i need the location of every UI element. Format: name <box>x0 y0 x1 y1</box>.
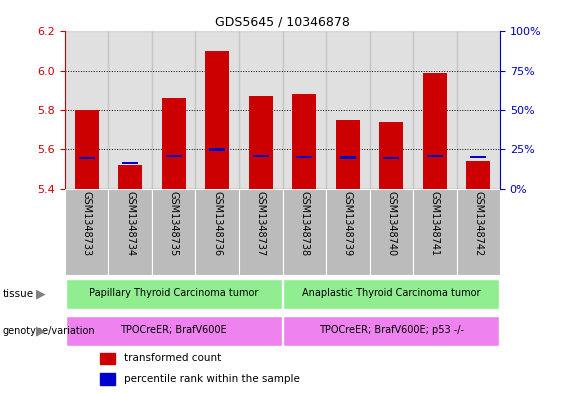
Text: ▶: ▶ <box>36 287 46 300</box>
Bar <box>282 31 326 189</box>
Bar <box>466 161 490 189</box>
Text: percentile rank within the sample: percentile rank within the sample <box>124 374 299 384</box>
Bar <box>384 157 399 160</box>
Bar <box>152 189 195 275</box>
Bar <box>457 189 500 275</box>
Bar <box>162 98 186 189</box>
Text: tissue: tissue <box>3 289 34 299</box>
Bar <box>239 189 282 275</box>
Bar <box>66 279 281 309</box>
Text: GSM1348734: GSM1348734 <box>125 191 135 256</box>
Text: GSM1348736: GSM1348736 <box>212 191 222 256</box>
Text: GSM1348737: GSM1348737 <box>256 191 266 257</box>
Bar <box>239 31 282 189</box>
Bar <box>326 189 370 275</box>
Bar <box>249 96 273 189</box>
Bar <box>123 162 138 164</box>
Bar <box>370 31 413 189</box>
Bar <box>427 155 442 157</box>
Text: Papillary Thyroid Carcinoma tumor: Papillary Thyroid Carcinoma tumor <box>89 288 258 298</box>
Text: TPOCreER; BrafV600E; p53 -/-: TPOCreER; BrafV600E; p53 -/- <box>319 325 464 336</box>
Bar <box>195 189 239 275</box>
Bar <box>282 189 326 275</box>
Bar <box>284 316 499 346</box>
Text: GSM1348739: GSM1348739 <box>343 191 353 256</box>
Bar <box>65 189 108 275</box>
Bar <box>370 189 413 275</box>
Bar <box>100 373 115 385</box>
Bar <box>108 189 152 275</box>
Bar <box>65 31 108 189</box>
Text: GSM1348740: GSM1348740 <box>386 191 396 256</box>
Bar <box>79 157 94 160</box>
Bar <box>413 31 457 189</box>
Bar <box>379 122 403 189</box>
Bar <box>205 51 229 189</box>
Bar <box>66 316 281 346</box>
Bar <box>108 31 152 189</box>
Text: TPOCreER; BrafV600E: TPOCreER; BrafV600E <box>120 325 227 336</box>
Bar <box>210 148 225 151</box>
Bar <box>413 189 457 275</box>
Bar <box>75 110 99 189</box>
Text: ▶: ▶ <box>36 325 46 338</box>
Bar <box>253 155 268 157</box>
Text: GSM1348735: GSM1348735 <box>169 191 179 257</box>
Bar <box>152 31 195 189</box>
Bar <box>195 31 239 189</box>
Text: GSM1348738: GSM1348738 <box>299 191 309 256</box>
Bar <box>297 156 312 158</box>
Bar <box>292 94 316 189</box>
Bar <box>118 165 142 189</box>
Text: Anaplastic Thyroid Carcinoma tumor: Anaplastic Thyroid Carcinoma tumor <box>302 288 480 298</box>
Text: transformed count: transformed count <box>124 353 221 364</box>
Title: GDS5645 / 10346878: GDS5645 / 10346878 <box>215 16 350 29</box>
Bar <box>423 73 447 189</box>
Bar <box>457 31 500 189</box>
Bar <box>100 353 115 364</box>
Bar <box>336 120 360 189</box>
Text: GSM1348733: GSM1348733 <box>82 191 92 256</box>
Text: GSM1348742: GSM1348742 <box>473 191 483 257</box>
Bar <box>340 156 355 159</box>
Bar <box>166 155 181 157</box>
Bar <box>326 31 370 189</box>
Text: GSM1348741: GSM1348741 <box>430 191 440 256</box>
Text: genotype/variation: genotype/variation <box>3 326 95 336</box>
Bar <box>471 156 486 158</box>
Bar <box>284 279 499 309</box>
